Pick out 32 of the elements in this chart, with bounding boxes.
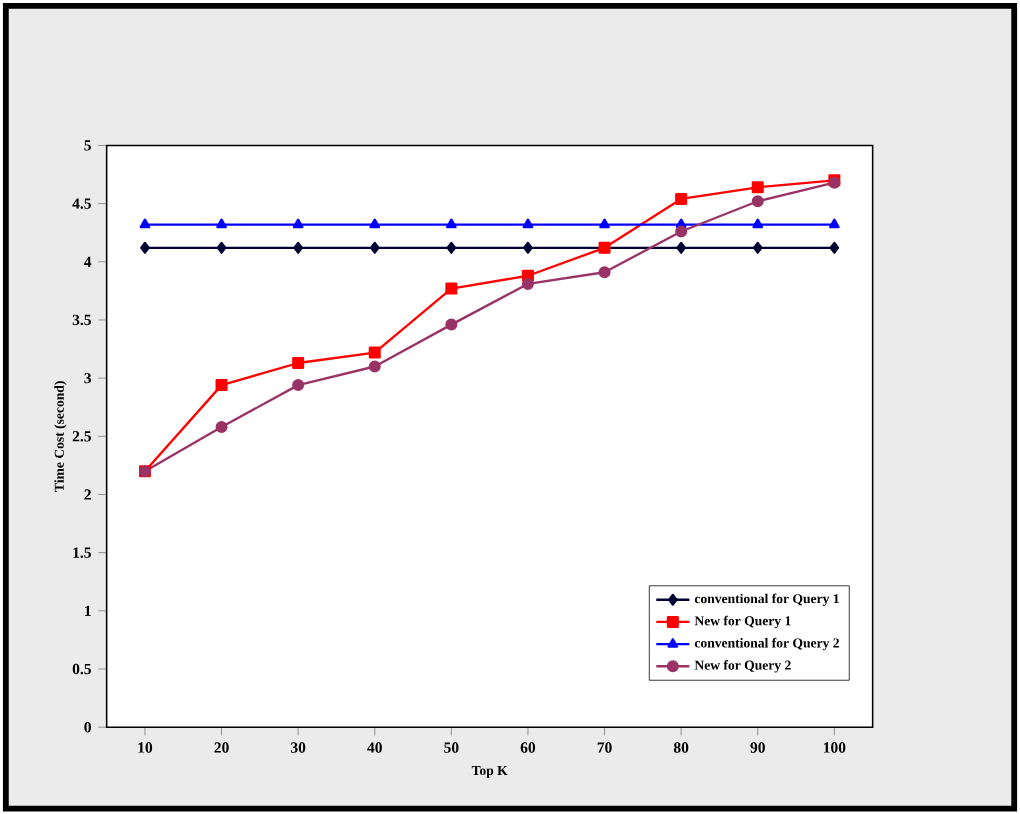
point	[215, 378, 228, 391]
point	[293, 241, 303, 254]
point	[369, 218, 381, 228]
point	[445, 218, 457, 228]
point	[828, 218, 840, 228]
point	[140, 241, 150, 254]
point	[675, 225, 688, 238]
point	[368, 346, 381, 359]
point	[676, 241, 686, 254]
point	[751, 195, 764, 208]
point	[368, 360, 381, 373]
point	[829, 241, 840, 254]
point	[445, 318, 458, 331]
point	[523, 241, 533, 254]
point	[292, 218, 304, 228]
point	[369, 241, 380, 254]
point	[752, 241, 763, 254]
point	[752, 218, 764, 228]
point	[521, 277, 534, 290]
point	[446, 241, 457, 254]
point	[292, 356, 305, 369]
point	[139, 218, 151, 228]
point	[292, 378, 305, 391]
point	[598, 266, 611, 279]
point	[599, 218, 610, 228]
point	[215, 420, 228, 433]
point	[216, 218, 227, 228]
point	[216, 241, 227, 254]
point	[675, 192, 688, 205]
point	[751, 181, 764, 194]
point	[522, 218, 534, 228]
point	[445, 282, 458, 295]
